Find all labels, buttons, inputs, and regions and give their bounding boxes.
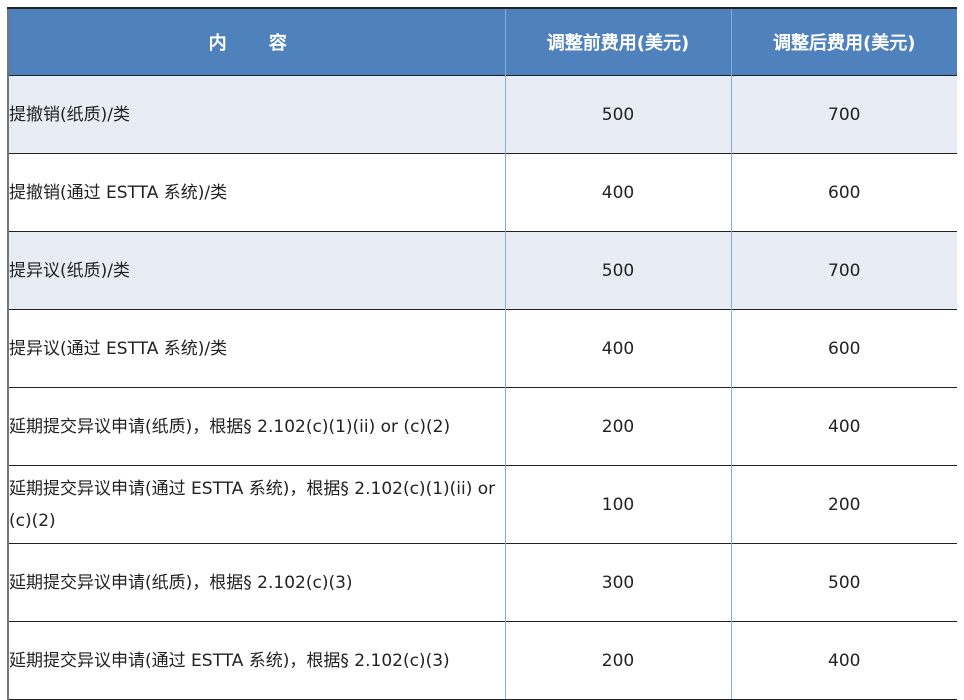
row-after-fee: 600 — [730, 309, 957, 388]
table-row: 延期提交异议申请(纸质)，根据§ 2.102(c)(3) 300 500 — [7, 543, 957, 622]
row-item: 延期提交异议申请(通过 ESTTA 系统)，根据§ 2.102(c)(3) — [7, 621, 505, 700]
table-row: 提异议(纸质)/类 500 700 — [7, 231, 957, 310]
fee-table: 内 容 调整前费用(美元) 调整后费用(美元) 提撤销(纸质)/类 500 700 提… — [7, 7, 957, 700]
header-content: 内 容 — [7, 7, 505, 76]
row-before-fee: 200 — [504, 621, 731, 700]
row-item: 延期提交异议申请(通过 ESTTA 系统)，根据§ 2.102(c)(1)(ii… — [7, 465, 505, 544]
row-item: 提异议(通过 ESTTA 系统)/类 — [7, 309, 505, 388]
row-after-fee: 500 — [730, 543, 957, 622]
row-after-fee: 400 — [730, 387, 957, 466]
row-after-fee: 600 — [730, 153, 957, 232]
row-before-fee: 400 — [504, 153, 731, 232]
row-item: 提撤销(纸质)/类 — [7, 75, 505, 154]
table-row: 提异议(通过 ESTTA 系统)/类 400 600 — [7, 309, 957, 388]
row-item: 提异议(纸质)/类 — [7, 231, 505, 310]
header-row: 内 容 调整前费用(美元) 调整后费用(美元) — [7, 7, 957, 76]
row-before-fee: 500 — [504, 75, 731, 154]
table-row: 提撤销(纸质)/类 500 700 — [7, 75, 957, 154]
row-after-fee: 700 — [730, 231, 957, 310]
row-after-fee: 400 — [730, 621, 957, 700]
header-before-fee: 调整前费用(美元) — [504, 7, 731, 76]
row-item: 提撤销(通过 ESTTA 系统)/类 — [7, 153, 505, 232]
row-before-fee: 200 — [504, 387, 731, 466]
row-item: 延期提交异议申请(纸质)，根据§ 2.102(c)(1)(ii) or (c)(… — [7, 387, 505, 466]
row-before-fee: 500 — [504, 231, 731, 310]
row-before-fee: 100 — [504, 465, 731, 544]
row-after-fee: 200 — [730, 465, 957, 544]
table-row: 延期提交异议申请(通过 ESTTA 系统)，根据§ 2.102(c)(1)(ii… — [7, 465, 957, 544]
row-after-fee: 700 — [730, 75, 957, 154]
header-after-fee: 调整后费用(美元) — [730, 7, 957, 76]
table-row: 延期提交异议申请(通过 ESTTA 系统)，根据§ 2.102(c)(3) 200… — [7, 621, 957, 700]
row-before-fee: 400 — [504, 309, 731, 388]
row-before-fee: 300 — [504, 543, 731, 622]
table-row: 延期提交异议申请(纸质)，根据§ 2.102(c)(1)(ii) or (c)(… — [7, 387, 957, 466]
row-item: 延期提交异议申请(纸质)，根据§ 2.102(c)(3) — [7, 543, 505, 622]
table-row: 提撤销(通过 ESTTA 系统)/类 400 600 — [7, 153, 957, 232]
